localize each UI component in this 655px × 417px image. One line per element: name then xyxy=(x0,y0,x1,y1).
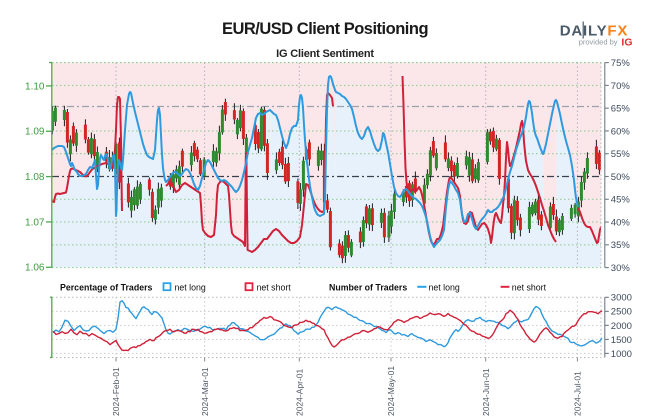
svg-text:Percentage of Traders: Percentage of Traders xyxy=(60,282,153,292)
svg-text:Number of Traders: Number of Traders xyxy=(329,282,407,292)
svg-text:EUR/USD Client Positioning: EUR/USD Client Positioning xyxy=(222,20,428,38)
svg-text:65%: 65% xyxy=(611,104,631,115)
svg-text:50%: 50% xyxy=(611,172,631,183)
svg-text:2024-Mar-01: 2024-Mar-01 xyxy=(200,367,210,416)
svg-text:2024-May-01: 2024-May-01 xyxy=(386,366,396,416)
svg-text:2500: 2500 xyxy=(611,307,632,318)
svg-text:55%: 55% xyxy=(611,149,631,160)
svg-text:75%: 75% xyxy=(611,58,631,69)
svg-text:1.08: 1.08 xyxy=(25,172,45,183)
svg-text:70%: 70% xyxy=(611,81,631,92)
svg-text:provided by: provided by xyxy=(579,38,618,47)
svg-text:IG Client Sentiment: IG Client Sentiment xyxy=(276,48,374,60)
svg-text:2024-Feb-01: 2024-Feb-01 xyxy=(111,367,121,416)
svg-text:2024-Apr-01: 2024-Apr-01 xyxy=(295,368,305,416)
svg-text:1.09: 1.09 xyxy=(25,127,45,138)
svg-text:DAILYFX: DAILYFX xyxy=(560,23,628,40)
svg-text:3000: 3000 xyxy=(611,293,632,304)
svg-text:2024-Jun-01: 2024-Jun-01 xyxy=(481,368,491,416)
svg-text:1.07: 1.07 xyxy=(25,217,45,228)
svg-text:1.10: 1.10 xyxy=(25,81,45,92)
svg-text:45%: 45% xyxy=(611,195,631,206)
svg-text:IG: IG xyxy=(621,37,632,49)
svg-text:net long: net long xyxy=(175,282,206,292)
svg-text:1000: 1000 xyxy=(611,349,632,360)
svg-text:40%: 40% xyxy=(611,217,631,228)
svg-text:net short: net short xyxy=(257,282,292,292)
svg-text:1.06: 1.06 xyxy=(25,263,45,274)
svg-text:60%: 60% xyxy=(611,126,631,137)
svg-text:1500: 1500 xyxy=(611,335,632,346)
svg-text:35%: 35% xyxy=(611,240,631,251)
svg-text:30%: 30% xyxy=(611,263,631,274)
svg-text:net short: net short xyxy=(512,282,547,292)
svg-text:2000: 2000 xyxy=(611,321,632,332)
svg-text:net long: net long xyxy=(429,282,460,292)
svg-text:2024-Jul-01: 2024-Jul-01 xyxy=(573,371,583,416)
